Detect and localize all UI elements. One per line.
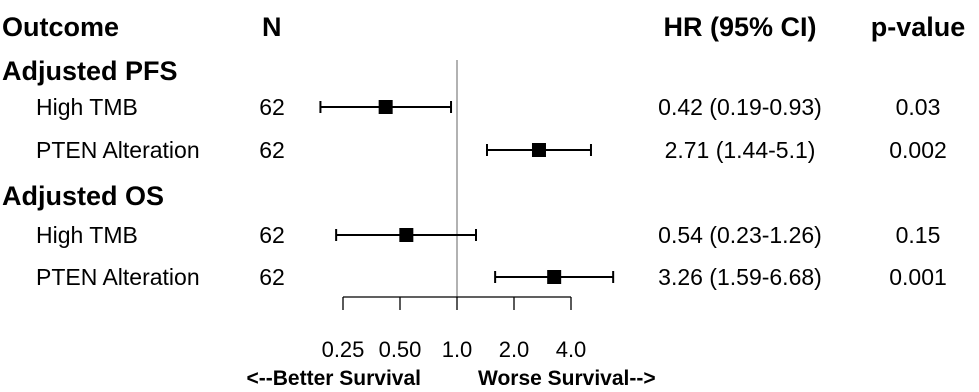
better-survival-label: <--Better Survival bbox=[247, 367, 421, 390]
row-pvalue: 0.15 bbox=[896, 222, 941, 248]
row-label: PTEN Alteration bbox=[36, 264, 200, 290]
x-tick-label: 1.0 bbox=[442, 337, 473, 362]
row-n: 62 bbox=[259, 264, 285, 290]
row-label: PTEN Alteration bbox=[36, 137, 200, 163]
hr-marker bbox=[399, 228, 414, 242]
header-outcome: Outcome bbox=[2, 12, 119, 42]
x-tick-label: 4.0 bbox=[556, 337, 587, 362]
x-tick-label: 0.25 bbox=[322, 337, 365, 362]
row-hr-ci: 2.71 (1.44-5.1) bbox=[665, 137, 816, 163]
header-hr: HR (95% CI) bbox=[663, 12, 816, 42]
row-hr-ci: 0.42 (0.19-0.93) bbox=[658, 94, 822, 120]
row-hr-ci: 0.54 (0.23-1.26) bbox=[658, 222, 822, 248]
row-n: 62 bbox=[259, 137, 285, 163]
table-row: High TMB 62 0.54 (0.23-1.26) 0.15 bbox=[36, 222, 940, 248]
x-axis: 0.25 0.50 1.0 2.0 4.0 bbox=[322, 296, 587, 362]
direction-label: <--Better Survival Worse Survival--> bbox=[247, 367, 656, 390]
table-row: PTEN Alteration 62 2.71 (1.44-5.1) 0.002 bbox=[36, 137, 947, 163]
row-label: High TMB bbox=[36, 94, 138, 120]
row-n: 62 bbox=[259, 94, 285, 120]
x-tick-label: 0.50 bbox=[379, 337, 422, 362]
row-hr-ci: 3.26 (1.59-6.68) bbox=[658, 264, 822, 290]
table-row: PTEN Alteration 62 3.26 (1.59-6.68) 0.001 bbox=[36, 264, 947, 290]
row-n: 62 bbox=[259, 222, 285, 248]
column-headers: Outcome N HR (95% CI) p-value bbox=[2, 12, 965, 42]
hr-marker bbox=[547, 270, 562, 284]
x-tick-label: 2.0 bbox=[499, 337, 530, 362]
group-title: Adjusted OS bbox=[2, 181, 164, 211]
forest-rows: Adjusted PFS High TMB 62 0.42 (0.19-0.93) 0.… bbox=[2, 56, 947, 298]
hr-marker bbox=[378, 100, 393, 114]
header-pvalue: p-value bbox=[871, 12, 966, 42]
header-n: N bbox=[262, 12, 282, 42]
group-title: Adjusted PFS bbox=[2, 56, 178, 86]
table-row: High TMB 62 0.42 (0.19-0.93) 0.03 bbox=[36, 94, 940, 120]
row-pvalue: 0.002 bbox=[889, 137, 947, 163]
row-label: High TMB bbox=[36, 222, 138, 248]
row-pvalue: 0.001 bbox=[889, 264, 947, 290]
worse-survival-label: Worse Survival--> bbox=[478, 367, 656, 390]
row-pvalue: 0.03 bbox=[896, 94, 941, 120]
hr-marker bbox=[531, 143, 546, 157]
